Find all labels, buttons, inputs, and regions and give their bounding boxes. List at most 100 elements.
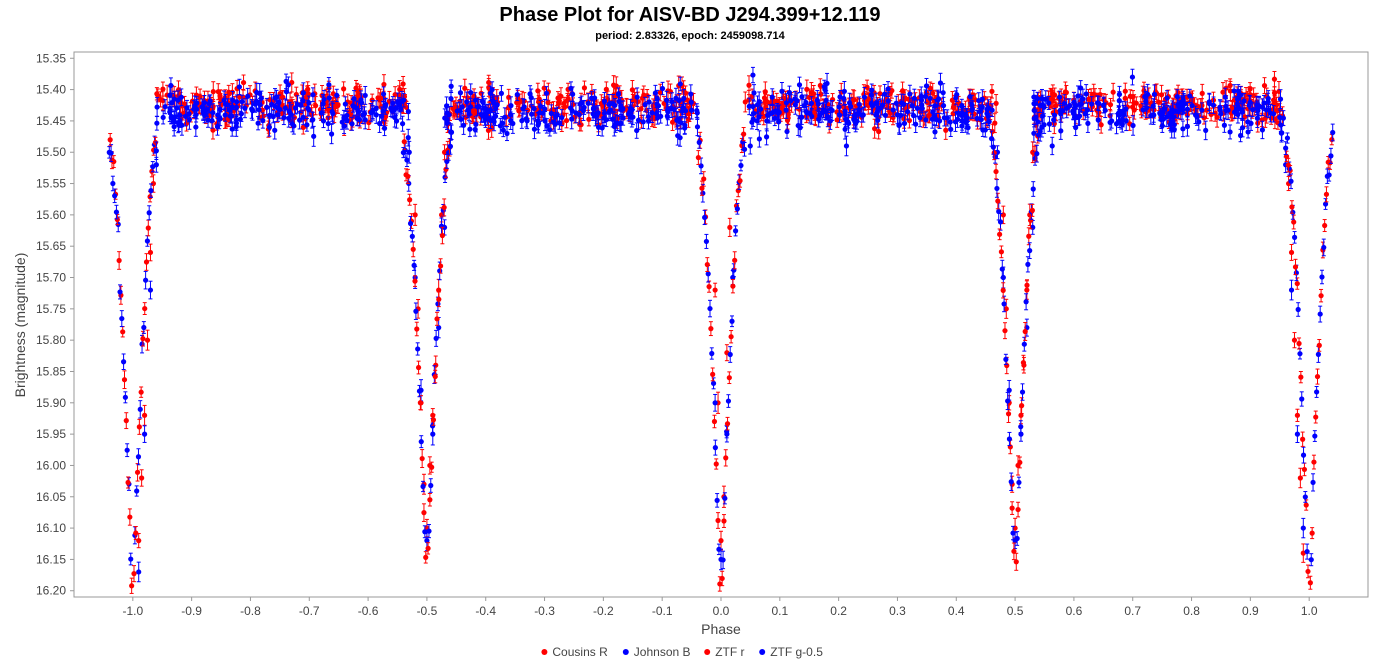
ztf-g-0-5-point (162, 99, 168, 115)
ztf-r-point (887, 103, 894, 122)
x-tick-label: -0.3 (534, 604, 555, 618)
ztf-g-0-5-point (535, 113, 542, 134)
ztf-g-0-5-point (479, 108, 485, 123)
ztf-g-0-5-point (543, 86, 550, 101)
ztf-g-0-5-point (192, 95, 198, 116)
ztf-g-0-5-point (618, 114, 624, 133)
ztf-g-0-5-point (547, 123, 553, 137)
x-axis-label: Phase (701, 621, 741, 637)
ztf-r-point (215, 83, 221, 101)
ztf-g-0-5-point (542, 111, 548, 132)
ztf-r-point (1261, 77, 1268, 94)
ztf-g-0-5-point (528, 88, 534, 107)
ztf-g-0-5-point (300, 93, 306, 108)
y-tick-label: 15.35 (36, 51, 66, 65)
ztf-g-0-5-point (380, 101, 386, 122)
ztf-g-0-5-point (548, 104, 554, 123)
ztf-g-0-5-point (281, 110, 287, 126)
ztf-g-0-5-point (974, 110, 980, 127)
ztf-g-0-5-point (464, 91, 470, 113)
ztf-g-0-5-point (351, 90, 357, 108)
ztf-g-0-5-point (659, 81, 666, 96)
ztf-g-0-5-point (390, 96, 396, 110)
ztf-g-0-5-point (538, 99, 544, 113)
ztf-g-0-5-point (514, 88, 520, 102)
legend-marker (759, 649, 766, 655)
legend-marker (541, 649, 548, 655)
ztf-g-0-5-point (655, 99, 662, 113)
y-axis-label: Brightness (magnitude) (12, 253, 28, 398)
x-tick-label: -0.9 (181, 604, 202, 618)
ztf-r-point (1272, 95, 1278, 112)
ztf-r-point (1214, 106, 1220, 128)
x-tick-label: 1.0 (1301, 604, 1318, 618)
ztf-g-0-5-point (504, 125, 510, 142)
ztf-r-point (1107, 97, 1114, 112)
ztf-r-point (638, 99, 644, 119)
legend-label: Cousins R (552, 645, 608, 659)
ztf-g-0-5-point (405, 102, 411, 121)
ztf-g-0-5-point (233, 116, 239, 137)
ztf-g-0-5-point (937, 112, 943, 129)
ztf-g-0-5-point (381, 120, 388, 137)
ztf-g-0-5-point (682, 121, 688, 135)
ztf-g-0-5-point (272, 121, 278, 140)
ztf-g-0-5-point (570, 86, 576, 103)
ztf-r-point (313, 96, 319, 116)
ztf-g-0-5-point (229, 121, 235, 137)
x-tick-label: 0.9 (1242, 604, 1259, 618)
ztf-r-point (761, 90, 768, 106)
ztf-g-0-5-point (694, 103, 700, 118)
ztf-g-0-5-point (655, 110, 661, 125)
ztf-g-0-5-point (310, 87, 316, 103)
ztf-g-0-5-point (270, 109, 276, 124)
ztf-g-0-5-point (266, 117, 273, 137)
ztf-g-0-5-point (285, 76, 291, 94)
x-tick-label: -0.7 (299, 604, 320, 618)
ztf-g-0-5-point (979, 89, 985, 110)
ztf-g-0-5-point (626, 106, 632, 122)
ztf-g-0-5-point (205, 112, 211, 128)
ztf-r-point (280, 90, 286, 105)
ztf-g-0-5-point (239, 94, 245, 109)
ztf-g-0-5-point (306, 103, 312, 117)
ztf-r-point (1050, 84, 1056, 103)
ztf-g-0-5-point (491, 95, 497, 112)
x-tick-label: 0.6 (1066, 604, 1083, 618)
x-tick-label: -0.6 (358, 604, 379, 618)
x-tick-label: 0.4 (948, 604, 965, 618)
x-tick-label: -0.4 (475, 604, 496, 618)
y-tick-label: 16.20 (36, 584, 66, 598)
ztf-g-0-5-point (242, 98, 248, 119)
ztf-g-0-5-point (277, 99, 283, 120)
ztf-g-0-5-point (383, 97, 389, 112)
ztf-g-0-5-point (487, 85, 494, 102)
ztf-g-0-5-point (329, 101, 335, 122)
ztf-g-0-5-point (310, 111, 316, 128)
ztf-g-0-5-point (311, 125, 317, 147)
legend-label: ZTF r (715, 645, 744, 659)
ztf-g-0-5-point (257, 83, 263, 104)
ztf-r-point (742, 91, 748, 113)
ztf-g-0-5-point (448, 79, 454, 94)
ztf-r-point (1271, 70, 1278, 88)
ztf-g-0-5-point (272, 88, 278, 108)
ztf-g-0-5-point (507, 104, 514, 125)
ztf-g-0-5-point (472, 122, 478, 137)
y-tick-label: 15.40 (36, 83, 66, 97)
ztf-g-0-5-point (923, 111, 929, 129)
ztf-g-0-5-point (328, 123, 335, 145)
y-tick-label: 15.80 (36, 333, 66, 347)
legend-marker (704, 649, 711, 655)
ztf-g-0-5-point (610, 93, 616, 114)
x-tick-label: -1.0 (122, 604, 143, 618)
ztf-g-0-5-point (334, 88, 340, 103)
ztf-g-0-5-point (224, 98, 231, 112)
ztf-g-0-5-point (362, 85, 368, 105)
y-axis: 15.35 15.40 15.45 15.50 15.55 15.60 15.65 15.70… (36, 51, 74, 598)
ztf-r-point (1199, 83, 1205, 103)
ztf-r-point (240, 74, 247, 91)
ztf-r-point (804, 79, 810, 100)
ztf-g-0-5-point (652, 84, 658, 102)
